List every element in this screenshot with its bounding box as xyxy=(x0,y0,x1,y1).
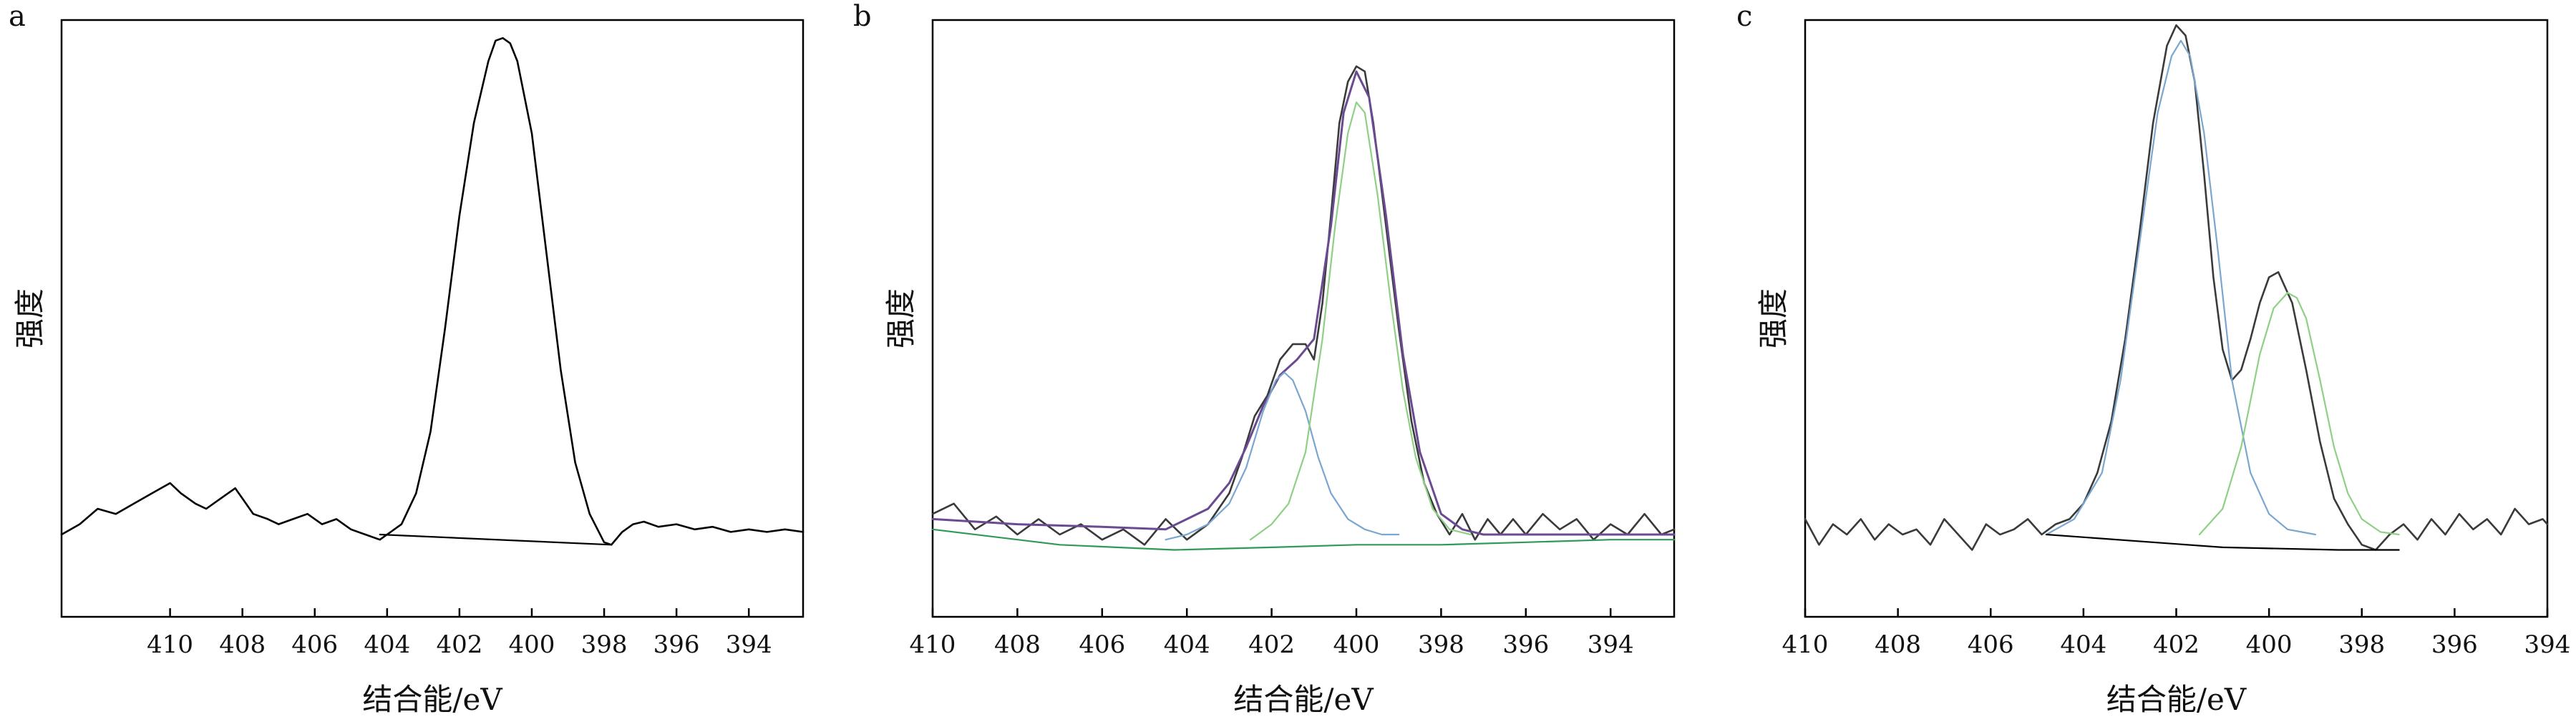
series-background xyxy=(379,533,613,546)
y-axis-title: 强度 xyxy=(1756,288,1791,348)
x-tick-label: 408 xyxy=(994,630,1041,659)
x-tick-label: 396 xyxy=(1502,630,1549,659)
x-tick-label: 404 xyxy=(1164,630,1210,659)
x-tick-label: 410 xyxy=(147,630,193,659)
series-background xyxy=(931,528,1676,551)
panel-label: b xyxy=(853,0,872,33)
series-raw xyxy=(931,65,1676,546)
x-tick-label: 406 xyxy=(1968,630,2014,659)
plot-frame xyxy=(60,19,805,618)
series-peak-2 xyxy=(2198,292,2400,536)
series-peak-1 xyxy=(2045,39,2316,536)
panel-a: a 410 408 406 404 402 400 398 396 394 结合能/eV 强度 xyxy=(9,0,805,717)
x-tick-label: 404 xyxy=(364,630,410,659)
x-axis-title: 结合能/eV xyxy=(362,682,502,717)
x-tick-label: 402 xyxy=(436,630,482,659)
x-tick-label: 398 xyxy=(581,630,628,659)
x-tick-label: 400 xyxy=(2246,630,2293,659)
y-axis-title: 强度 xyxy=(883,288,918,348)
x-tick-label: 398 xyxy=(2338,630,2385,659)
x-tick-label: 400 xyxy=(509,630,555,659)
panel-label: c xyxy=(1736,0,1752,33)
panel-c: c 410 408 406 404 402 400 398 396 394 结合能/eV 强度 xyxy=(1736,0,2570,717)
plot-frame xyxy=(931,19,1676,618)
x-tick-label: 402 xyxy=(2153,630,2200,659)
series-peak-1 xyxy=(1165,371,1400,541)
series-background xyxy=(2045,533,2400,551)
x-tick-label: 394 xyxy=(726,630,772,659)
x-tick-label: 394 xyxy=(2524,630,2571,659)
x-axis-title: 结合能/eV xyxy=(2106,682,2247,717)
panel-label: a xyxy=(9,0,26,33)
x-tick-label: 394 xyxy=(1588,630,1634,659)
x-tick-label: 410 xyxy=(1782,630,1829,659)
x-axis-title: 结合能/eV xyxy=(1233,682,1374,717)
panel-b: b 410 408 406 404 402 400 398 396 394 结合能/eV 强度 xyxy=(853,0,1676,717)
x-tick-label: 396 xyxy=(653,630,700,659)
x-tick-label: 408 xyxy=(219,630,266,659)
x-tick-label: 406 xyxy=(291,630,338,659)
x-tick-label: 408 xyxy=(1875,630,1921,659)
series-raw xyxy=(1804,24,2549,551)
x-tick-label: 406 xyxy=(1079,630,1125,659)
x-tick-label: 398 xyxy=(1418,630,1464,659)
x-tick-label: 396 xyxy=(2431,630,2478,659)
x-tick-label: 410 xyxy=(910,630,956,659)
x-tick-label: 400 xyxy=(1333,630,1380,659)
series-envelope xyxy=(931,70,1676,536)
series-peak-2 xyxy=(1249,101,1472,541)
series-raw xyxy=(60,36,805,546)
plot-frame xyxy=(1804,19,2549,618)
y-axis-title: 强度 xyxy=(12,288,47,348)
x-tick-label: 402 xyxy=(1248,630,1295,659)
x-tick-label: 404 xyxy=(2060,630,2106,659)
